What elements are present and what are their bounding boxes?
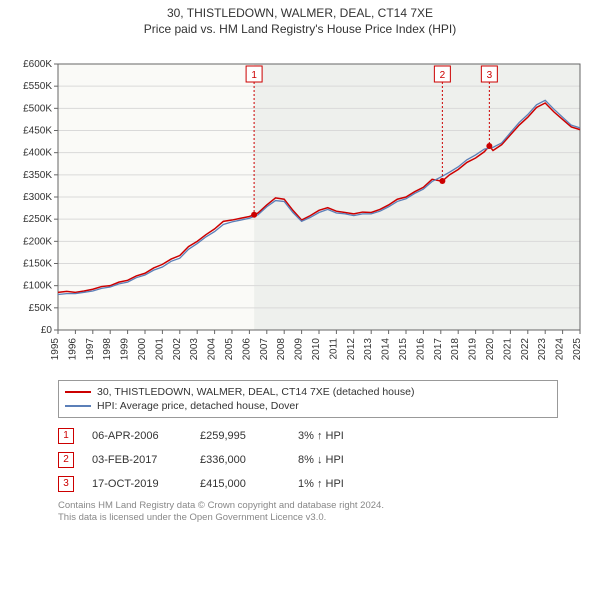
svg-text:2008: 2008 [276, 338, 287, 361]
event-diff: 3% ↑ HPI [298, 430, 398, 442]
footer-note: Contains HM Land Registry data © Crown c… [58, 500, 558, 525]
svg-text:£400K: £400K [23, 148, 52, 159]
event-marker-id: 2 [58, 452, 74, 468]
svg-text:1999: 1999 [120, 338, 131, 361]
svg-text:£50K: £50K [29, 303, 53, 314]
svg-text:2022: 2022 [520, 338, 531, 361]
event-date: 17-OCT-2019 [92, 478, 182, 490]
event-diff: 8% ↓ HPI [298, 454, 398, 466]
svg-text:£350K: £350K [23, 170, 52, 181]
svg-text:£150K: £150K [23, 259, 52, 270]
footer-line2: This data is licensed under the Open Gov… [58, 512, 558, 524]
svg-text:£100K: £100K [23, 281, 52, 292]
svg-text:1995: 1995 [50, 338, 61, 361]
svg-text:2025: 2025 [572, 338, 583, 361]
legend-label: HPI: Average price, detached house, Dove… [97, 400, 299, 412]
svg-text:2011: 2011 [328, 338, 339, 360]
svg-text:1997: 1997 [85, 338, 96, 361]
event-date: 03-FEB-2017 [92, 454, 182, 466]
svg-text:2024: 2024 [555, 338, 566, 361]
svg-text:2013: 2013 [363, 338, 374, 361]
svg-text:£200K: £200K [23, 236, 52, 247]
svg-text:£250K: £250K [23, 214, 52, 225]
svg-text:2005: 2005 [224, 338, 235, 361]
event-marker-id: 3 [58, 476, 74, 492]
event-row: 2 03-FEB-2017 £336,000 8% ↓ HPI [58, 448, 558, 472]
svg-text:1: 1 [251, 70, 257, 81]
event-row: 3 17-OCT-2019 £415,000 1% ↑ HPI [58, 472, 558, 496]
svg-text:2017: 2017 [433, 338, 444, 361]
svg-text:2021: 2021 [502, 338, 513, 361]
svg-text:2012: 2012 [346, 338, 357, 361]
events-table: 1 06-APR-2006 £259,995 3% ↑ HPI 2 03-FEB-2017… [58, 424, 558, 496]
svg-text:1998: 1998 [102, 338, 113, 361]
svg-text:2: 2 [440, 70, 446, 81]
legend-box: 30, THISTLEDOWN, WALMER, DEAL, CT14 7XE … [58, 380, 558, 418]
svg-text:2000: 2000 [137, 338, 148, 361]
legend-row: 30, THISTLEDOWN, WALMER, DEAL, CT14 7XE … [65, 385, 551, 399]
svg-text:2015: 2015 [398, 338, 409, 361]
chart-svg: £0 £50K £100K £150K £200K £250K £300K £350K £400… [10, 44, 590, 374]
svg-text:£450K: £450K [23, 126, 52, 137]
svg-text:2020: 2020 [485, 338, 496, 361]
svg-text:£550K: £550K [23, 81, 52, 92]
event-price: £259,995 [200, 430, 280, 442]
svg-text:2007: 2007 [259, 338, 270, 361]
svg-text:2001: 2001 [154, 338, 165, 361]
event-price: £415,000 [200, 478, 280, 490]
event-marker-id: 1 [58, 428, 74, 444]
event-date: 06-APR-2006 [92, 430, 182, 442]
chart-title-sub: Price paid vs. HM Land Registry's House … [0, 22, 600, 36]
svg-text:£500K: £500K [23, 103, 52, 114]
svg-text:3: 3 [487, 70, 493, 81]
svg-text:2016: 2016 [415, 338, 426, 361]
legend-label: 30, THISTLEDOWN, WALMER, DEAL, CT14 7XE … [97, 386, 414, 398]
svg-text:2004: 2004 [207, 338, 218, 361]
footer-line1: Contains HM Land Registry data © Crown c… [58, 500, 558, 512]
svg-text:2014: 2014 [381, 338, 392, 361]
svg-text:2018: 2018 [450, 338, 461, 361]
event-diff: 1% ↑ HPI [298, 478, 398, 490]
svg-text:2009: 2009 [294, 338, 305, 361]
legend-swatch [65, 405, 91, 407]
svg-text:2003: 2003 [189, 338, 200, 361]
svg-text:£600K: £600K [23, 59, 52, 70]
event-row: 1 06-APR-2006 £259,995 3% ↑ HPI [58, 424, 558, 448]
svg-text:1996: 1996 [67, 338, 78, 361]
svg-text:£300K: £300K [23, 192, 52, 203]
legend-swatch [65, 391, 91, 393]
chart-titles: 30, THISTLEDOWN, WALMER, DEAL, CT14 7XE … [0, 0, 600, 36]
svg-text:£0: £0 [41, 325, 53, 336]
plot-area: £0 £50K £100K £150K £200K £250K £300K £350K £400… [10, 44, 590, 374]
svg-text:2002: 2002 [172, 338, 183, 361]
chart-title-main: 30, THISTLEDOWN, WALMER, DEAL, CT14 7XE [0, 6, 600, 20]
svg-text:2010: 2010 [311, 338, 322, 361]
svg-text:2019: 2019 [468, 338, 479, 361]
svg-text:2006: 2006 [241, 338, 252, 361]
legend-row: HPI: Average price, detached house, Dove… [65, 399, 551, 413]
chart-container: 30, THISTLEDOWN, WALMER, DEAL, CT14 7XE … [0, 0, 600, 525]
event-price: £336,000 [200, 454, 280, 466]
svg-text:2023: 2023 [537, 338, 548, 361]
